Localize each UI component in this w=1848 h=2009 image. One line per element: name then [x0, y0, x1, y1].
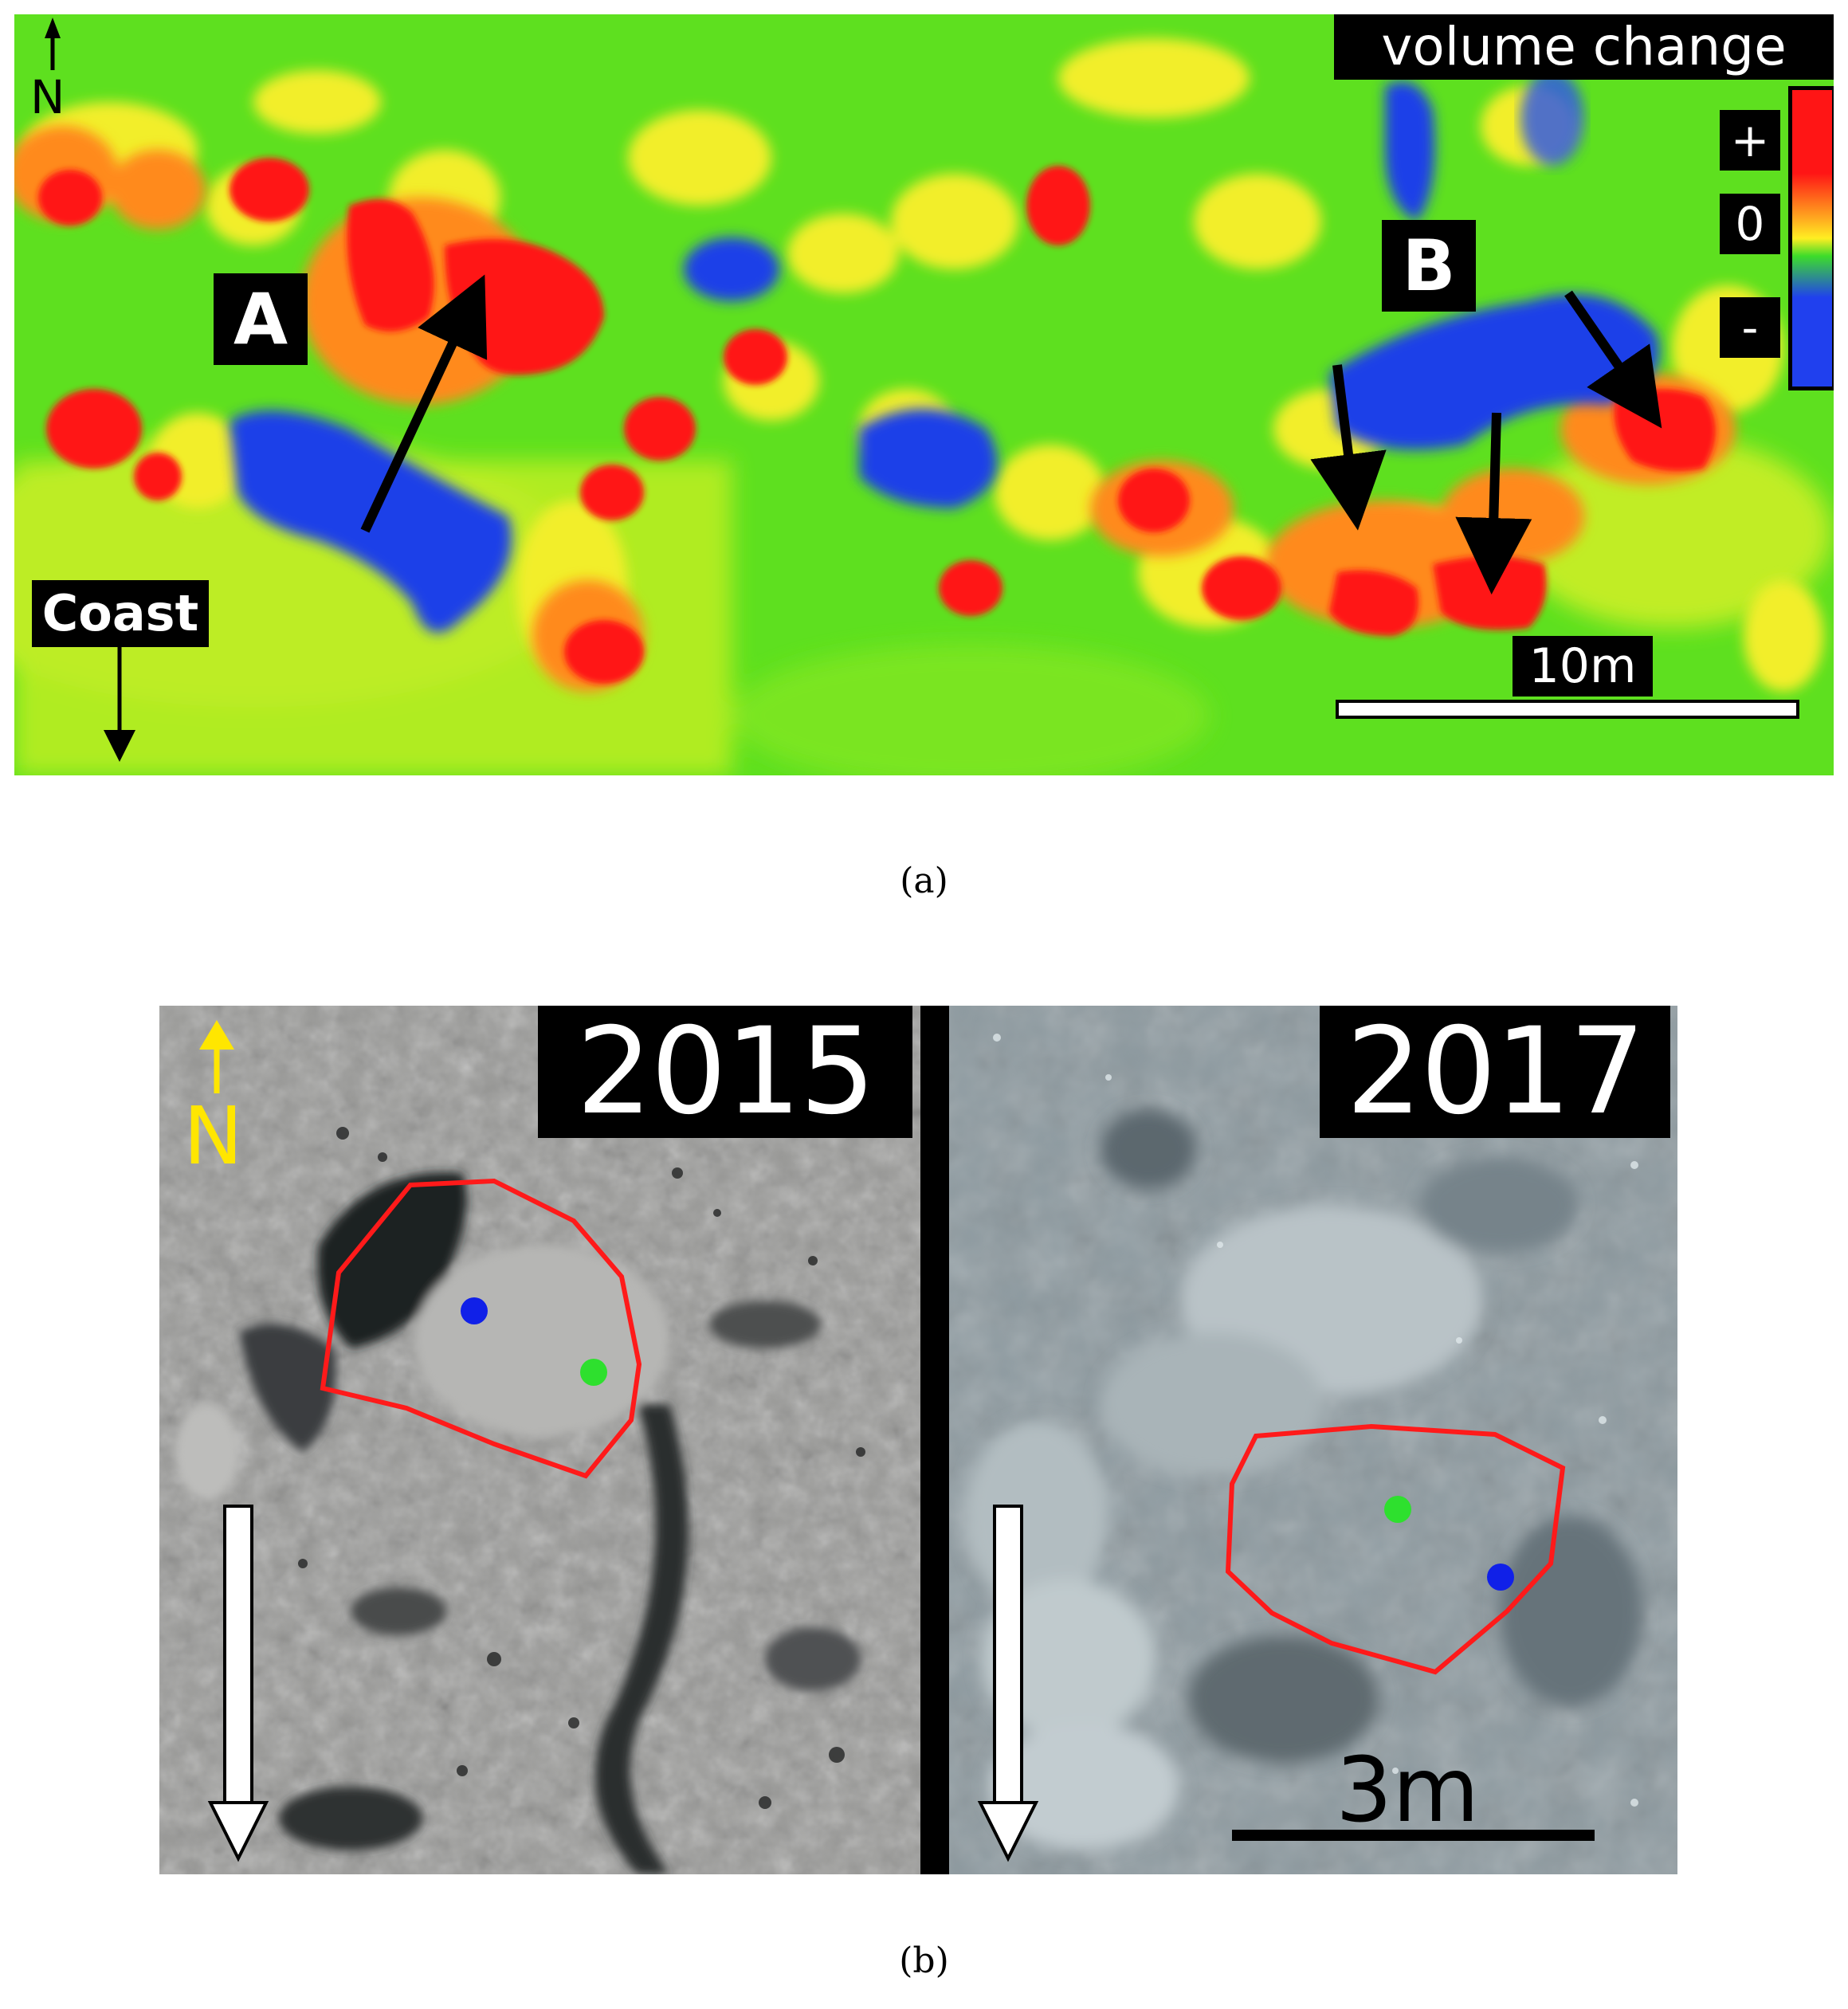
scale-label-10m: 10m	[1513, 636, 1653, 696]
legend-minus-label: -	[1720, 297, 1780, 358]
panel-divider	[920, 1006, 949, 1874]
annotations-2017	[977, 1423, 1595, 1862]
north-arrow-2015-icon	[199, 1020, 234, 1050]
aerial-image-2015	[159, 1006, 920, 1874]
volume-change-map: N volume change + 0 - A B Coast 10m	[14, 14, 1834, 775]
legend-color-bar	[1788, 86, 1834, 390]
marker-blue-2017	[1487, 1564, 1514, 1591]
year-label-2015: 2015	[538, 1006, 912, 1141]
caption-a: (a)	[900, 861, 948, 901]
scale-bar-3m	[1232, 1830, 1595, 1841]
coast-direction-arrow-2015	[207, 1505, 269, 1862]
arrow-b1	[1310, 364, 1387, 531]
photo-2017: 2017 3m	[949, 1006, 1677, 1874]
legend-plus-label: +	[1720, 110, 1780, 171]
year-label-2017: 2017	[1320, 1006, 1670, 1141]
aerial-image-2017	[949, 1006, 1677, 1874]
north-label-2015: N	[183, 1089, 243, 1183]
north-arrow-icon	[45, 18, 61, 70]
caption-b: (b)	[899, 1940, 949, 1981]
coast-label: Coast	[32, 580, 209, 647]
arrow-b2	[1455, 412, 1532, 594]
scale-label-3m: 3m	[1336, 1739, 1480, 1842]
coast-direction-arrow-2017	[977, 1505, 1039, 1862]
scale-bar-10m	[1336, 700, 1799, 719]
movement-arrows	[104, 274, 1799, 762]
marker-blue-2015	[461, 1297, 488, 1324]
legend-zero-label: 0	[1720, 194, 1780, 254]
marker-green-2017	[1384, 1496, 1411, 1523]
volume-change-raster	[14, 14, 1834, 775]
legend-title: volume change	[1334, 14, 1834, 80]
marker-green-2015	[580, 1359, 607, 1386]
arrow-a	[360, 274, 488, 533]
photo-2015: 2015 N	[159, 1006, 920, 1874]
annotations-2015	[199, 1020, 642, 1862]
site-label-b: B	[1382, 220, 1476, 312]
arrow-b3	[1564, 290, 1662, 429]
site-label-a: A	[214, 273, 308, 365]
boulder-outline-2017	[1225, 1423, 1566, 1675]
north-arrow	[29, 14, 77, 121]
north-label: N	[30, 70, 65, 124]
boulder-outline-2015	[320, 1178, 642, 1479]
